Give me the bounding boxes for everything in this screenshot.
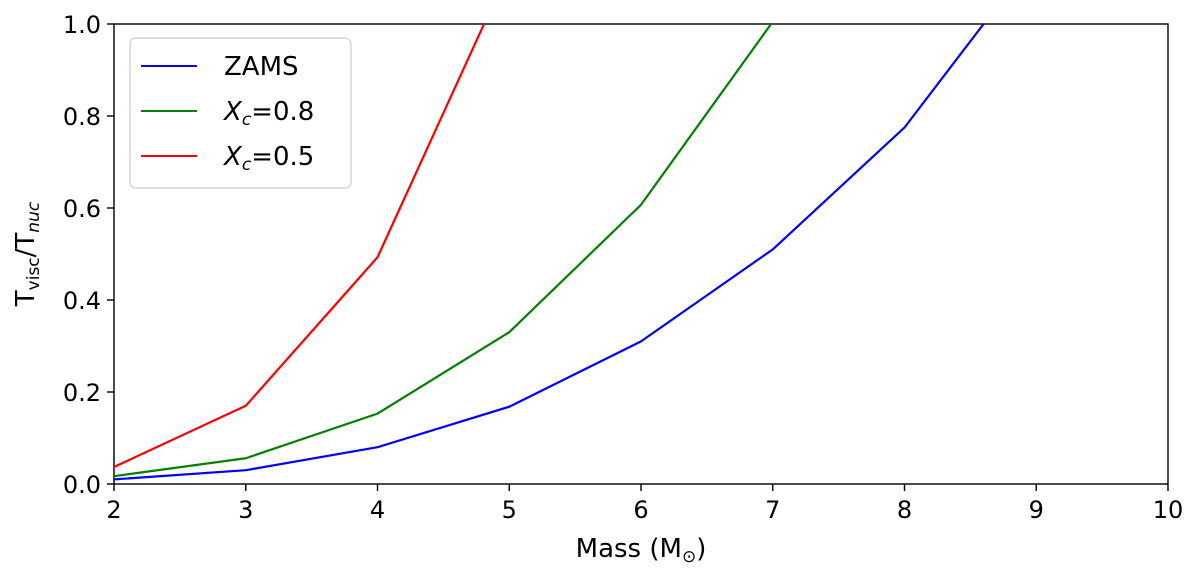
y-axis-label: Tvisc/Tnuc [11, 201, 44, 307]
series-line-xc05 [114, 24, 486, 469]
legend-label-xc05: Xc=0.5 [222, 142, 314, 175]
series-line-xc08 [114, 24, 773, 478]
x-axis: 2 3 4 5 6 7 8 9 10 [106, 484, 1183, 524]
x-tick-label: 10 [1153, 496, 1184, 524]
y-tick-label: 0.6 [63, 195, 101, 223]
x-tick-label: 3 [238, 496, 253, 524]
y-tick-label: 0.0 [63, 471, 101, 499]
x-tick-label: 2 [106, 496, 121, 524]
x-tick-label: 8 [897, 496, 912, 524]
series-lines [114, 24, 985, 481]
legend: ZAMS Xc=0.8 Xc=0.5 [129, 37, 352, 189]
x-tick-label: 6 [633, 496, 648, 524]
y-tick-label: 0.2 [63, 379, 101, 407]
x-axis-label: Mass (M⊙) [576, 534, 707, 567]
y-tick-label: 0.4 [63, 287, 101, 315]
y-tick-label: 1.0 [63, 11, 101, 39]
y-tick-label: 0.8 [63, 103, 101, 131]
y-axis: 0.0 0.2 0.4 0.6 0.8 1.0 [63, 11, 114, 499]
legend-box [129, 37, 352, 189]
x-tick-label: 7 [765, 496, 780, 524]
x-tick-label: 4 [370, 496, 385, 524]
legend-label-zams: ZAMS [224, 52, 299, 82]
series-line-zams [114, 24, 985, 481]
x-tick-label: 5 [502, 496, 517, 524]
x-tick-label: 9 [1029, 496, 1044, 524]
legend-label-xc08: Xc=0.8 [222, 97, 314, 130]
